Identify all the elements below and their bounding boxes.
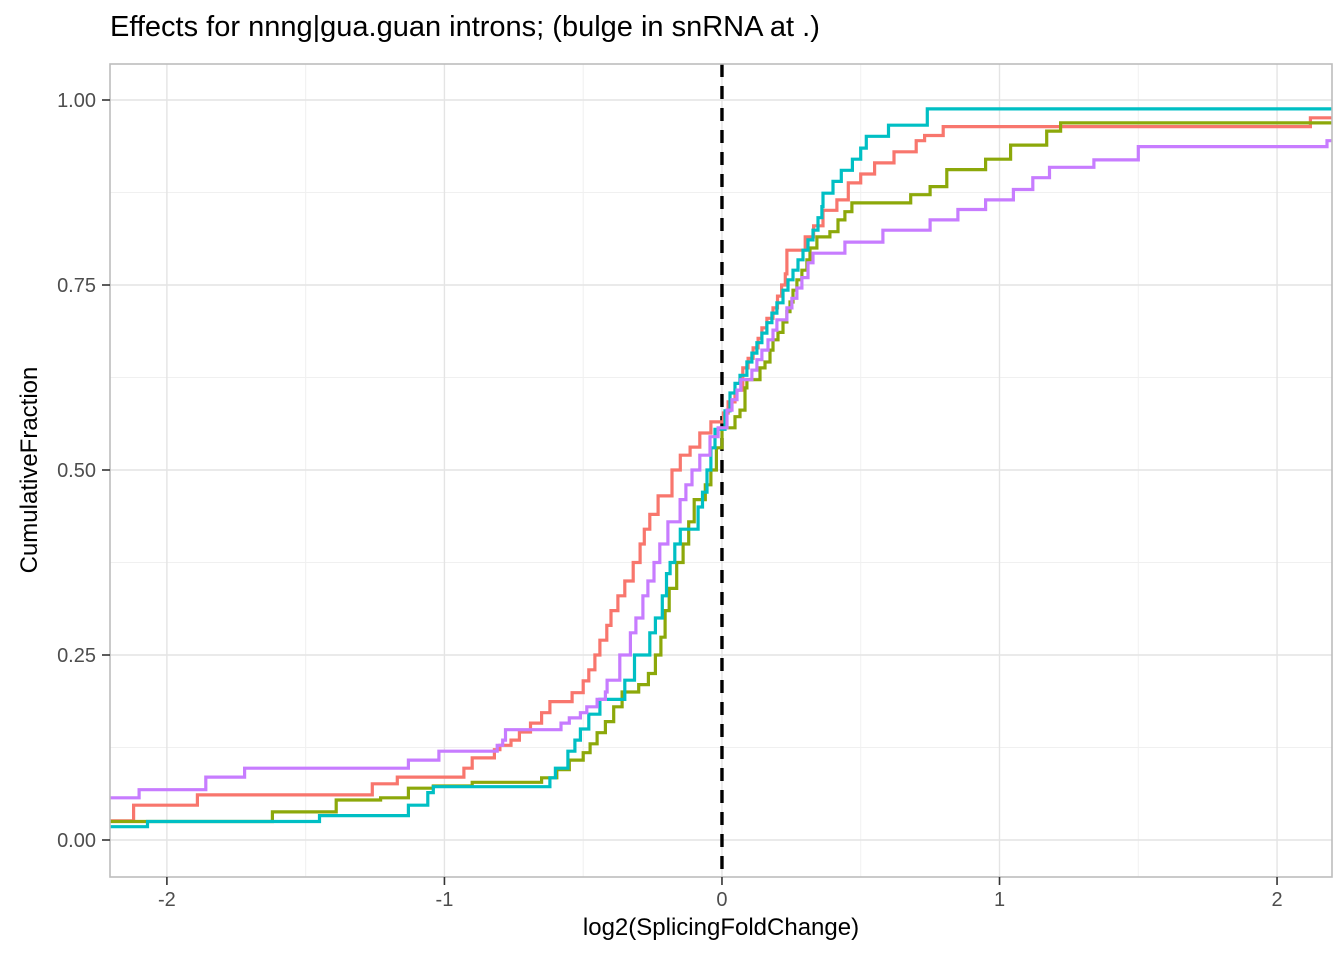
x-tick-label: -2	[158, 889, 176, 911]
y-tick-label: 0.50	[57, 460, 96, 482]
y-axis-title: CumulativeFraction	[16, 366, 43, 574]
axis-ticks	[102, 99, 1278, 885]
series-group	[110, 107, 1332, 829]
ecdf-curve-violet	[110, 139, 1332, 800]
x-tick-labels: -2 -1 0 1 2	[158, 889, 1283, 911]
x-tick-label: 2	[1271, 889, 1282, 911]
y-tick-label: 1.00	[57, 90, 96, 112]
x-tick-label: 0	[716, 889, 727, 911]
x-tick-label: -1	[436, 889, 454, 911]
y-tick-label: 0.25	[57, 645, 96, 667]
y-tick-label: 0.75	[57, 275, 96, 297]
x-tick-label: 1	[994, 889, 1005, 911]
y-tick-label: 0.00	[57, 830, 96, 852]
chart-title: Effects for nnng|gua.guan introns; (bulg…	[110, 11, 820, 43]
y-tick-labels: 0.00 0.25 0.50 0.75 1.00	[57, 90, 96, 852]
x-axis-title: log2(SplicingFoldChange)	[582, 914, 860, 941]
